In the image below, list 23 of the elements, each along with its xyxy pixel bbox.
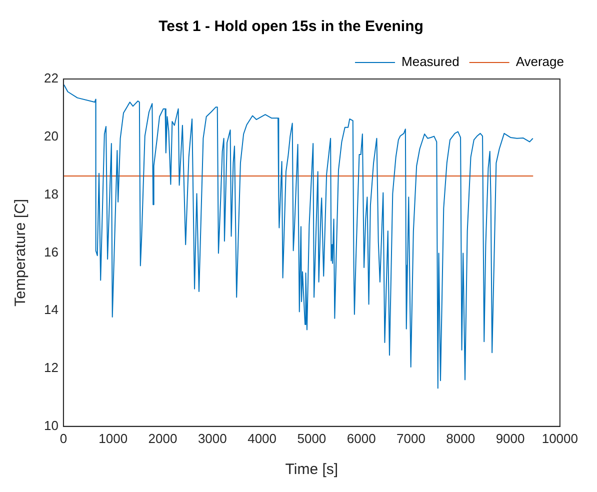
x-tick-label: 10000	[542, 430, 578, 446]
y-tick-label: 12	[44, 360, 58, 376]
y-tick-label: 22	[44, 70, 58, 86]
x-tick-label: 6000	[346, 430, 376, 446]
x-tick-label: 4000	[248, 430, 277, 446]
x-tick-label: 1000	[98, 430, 128, 446]
x-tick-label: 0	[60, 430, 68, 446]
y-tick-label: 14	[44, 302, 58, 318]
legend-label: Measured	[402, 54, 460, 70]
x-tick-label: 9000	[496, 430, 525, 446]
x-axis-title: Time [s]	[285, 461, 338, 478]
y-tick-label: 10	[44, 418, 58, 433]
y-axis-title: Temperature [C]	[12, 198, 30, 306]
x-tick-label: 3000	[198, 430, 227, 446]
y-tick-label: 20	[44, 128, 58, 144]
x-tick-label: 7000	[396, 430, 426, 446]
x-tick-label: 8000	[446, 430, 476, 446]
chart-title: Test 1 - Hold open 15s in the Evening	[158, 18, 424, 36]
y-tick-label: 18	[44, 186, 58, 202]
x-tick-label: 2000	[148, 430, 178, 446]
legend-label: Average	[516, 54, 564, 70]
y-tick-label: 16	[44, 244, 58, 260]
x-tick-label: 5000	[297, 430, 326, 446]
